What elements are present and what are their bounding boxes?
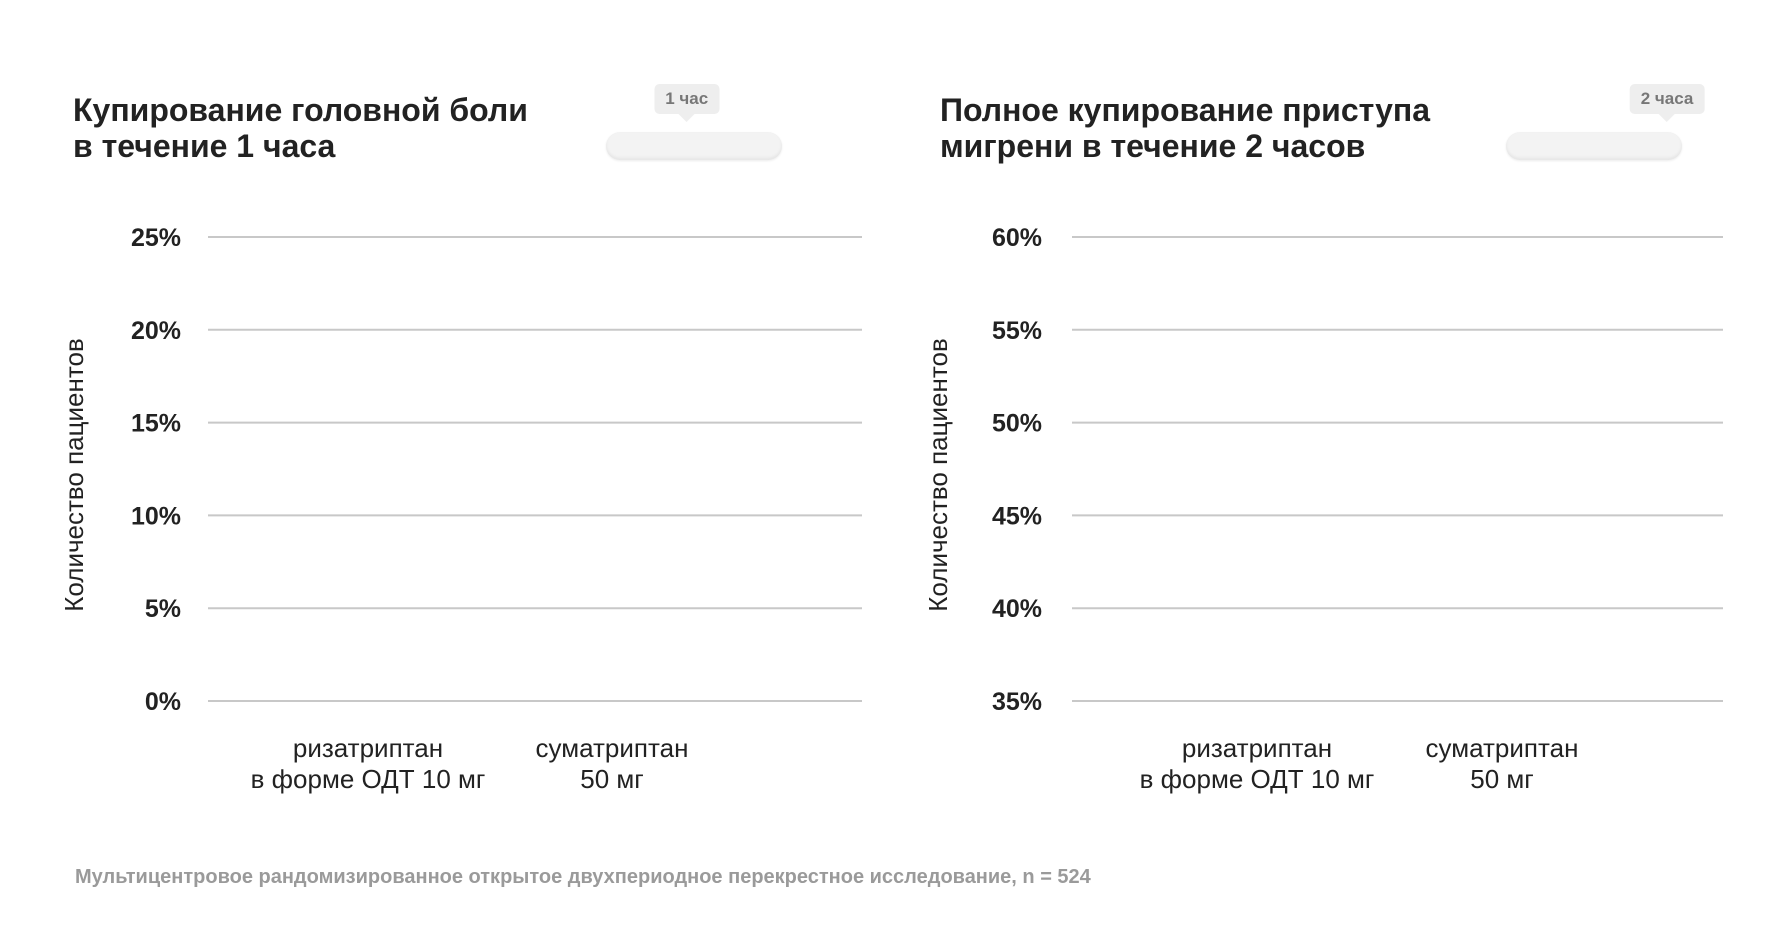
slider-track[interactable]	[1506, 132, 1682, 160]
y-axis-label: Количество пациентов	[59, 338, 89, 612]
chart-panel-2hours: 35% 40% 45% 50% 55% 60% Количество пациентов ри…	[885, 0, 1770, 860]
y-tick-label: 55%	[992, 317, 1042, 345]
y-tick-label: 40%	[992, 595, 1042, 623]
x-category-label: суматриптан 50 мг	[536, 733, 689, 794]
x-category-label: суматриптан 50 мг	[1426, 733, 1579, 794]
slider-value-bubble: 2 часа	[1629, 84, 1705, 122]
chart-panel-1hour: 0% 5% 10% 15% 20% 25% Количество пациентов риза…	[0, 0, 885, 860]
study-footnote: Мультицентровое рандомизированное открыт…	[75, 866, 1091, 888]
chart-title-1hour: Купирование головной боли в течение 1 ча…	[73, 92, 528, 164]
y-tick-label: 50%	[992, 410, 1042, 438]
y-tick-label: 15%	[131, 410, 181, 438]
y-tick-label: 10%	[131, 502, 181, 530]
y-tick-label: 0%	[145, 688, 181, 716]
chart-svg-1hour: 0% 5% 10% 15% 20% 25% Количество пациентов риза…	[59, 224, 862, 794]
y-axis-label: Количество пациентов	[923, 338, 953, 612]
y-tick-label: 45%	[992, 502, 1042, 530]
chart-title-2hours: Полное купирование приступа мигрени в те…	[940, 92, 1431, 164]
chart-svg-2hours: 35% 40% 45% 50% 55% 60% Количество пациентов ри…	[923, 224, 1723, 794]
y-tick-label: 20%	[131, 317, 181, 345]
x-category-label: ризатриптан в форме ОДТ 10 мг	[1140, 733, 1375, 794]
y-tick-label: 60%	[992, 224, 1042, 252]
slider-value-bubble: 1 час	[654, 84, 720, 122]
time-slider-1hour[interactable]: 1 час	[606, 84, 782, 164]
y-tick-label: 25%	[131, 224, 181, 252]
x-category-label: ризатриптан в форме ОДТ 10 мг	[251, 733, 486, 794]
y-tick-label: 35%	[992, 688, 1042, 716]
slider-track[interactable]	[606, 132, 782, 160]
time-slider-2hours[interactable]: 2 часа	[1506, 84, 1705, 164]
y-tick-label: 5%	[145, 595, 181, 623]
